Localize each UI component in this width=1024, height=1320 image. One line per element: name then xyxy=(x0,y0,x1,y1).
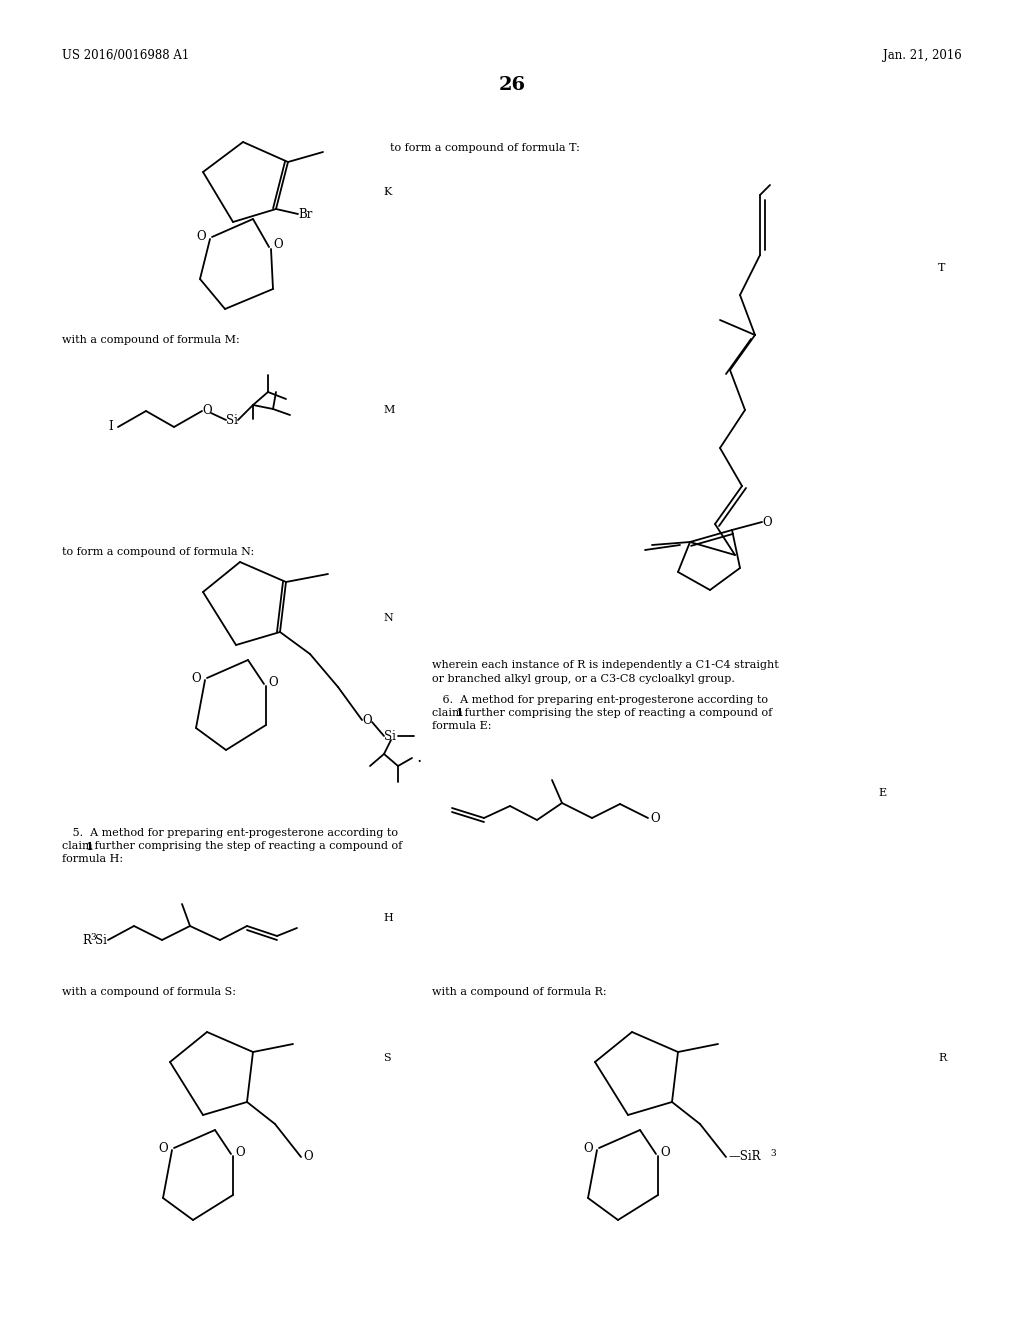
Text: O: O xyxy=(202,404,212,417)
Text: O: O xyxy=(650,812,659,825)
Text: 1: 1 xyxy=(456,708,464,718)
Text: O: O xyxy=(584,1142,593,1155)
Text: O: O xyxy=(362,714,372,726)
Text: wherein each instance of R is independently a C1-C4 straight: wherein each instance of R is independen… xyxy=(432,660,778,671)
Text: 5.  A method for preparing ent-progesterone according to: 5. A method for preparing ent-progestero… xyxy=(62,828,398,838)
Text: K: K xyxy=(383,187,391,197)
Text: with a compound of formula S:: with a compound of formula S: xyxy=(62,987,236,997)
Text: 26: 26 xyxy=(499,77,525,94)
Text: O: O xyxy=(197,231,206,243)
Text: further comprising the step of reacting a compound of: further comprising the step of reacting … xyxy=(461,708,772,718)
Text: H: H xyxy=(383,913,393,923)
Text: Si: Si xyxy=(226,413,238,426)
Text: Br: Br xyxy=(298,207,312,220)
Text: O: O xyxy=(273,239,283,252)
Text: Jan. 21, 2016: Jan. 21, 2016 xyxy=(884,49,962,62)
Text: or branched alkyl group, or a C3-C8 cycloalkyl group.: or branched alkyl group, or a C3-C8 cycl… xyxy=(432,675,735,684)
Text: S: S xyxy=(383,1053,390,1063)
Text: R: R xyxy=(82,933,91,946)
Text: 3: 3 xyxy=(770,1150,775,1159)
Text: claim: claim xyxy=(62,841,96,851)
Text: T: T xyxy=(938,263,945,273)
Text: O: O xyxy=(268,676,278,689)
Text: N: N xyxy=(383,612,393,623)
Text: formula H:: formula H: xyxy=(62,854,123,865)
Text: to form a compound of formula N:: to form a compound of formula N: xyxy=(62,546,254,557)
Text: with a compound of formula M:: with a compound of formula M: xyxy=(62,335,240,345)
Text: O: O xyxy=(234,1146,245,1159)
Text: O: O xyxy=(158,1142,168,1155)
Text: further comprising the step of reacting a compound of: further comprising the step of reacting … xyxy=(91,841,402,851)
Text: .: . xyxy=(416,750,421,767)
Text: with a compound of formula R:: with a compound of formula R: xyxy=(432,987,606,997)
Text: Si: Si xyxy=(95,933,106,946)
Text: Si: Si xyxy=(384,730,396,742)
Text: —SiR: —SiR xyxy=(728,1151,761,1163)
Text: to form a compound of formula T:: to form a compound of formula T: xyxy=(390,143,580,153)
Text: formula E:: formula E: xyxy=(432,721,492,731)
Text: O: O xyxy=(191,672,201,685)
Text: 3: 3 xyxy=(90,932,95,941)
Text: I: I xyxy=(108,421,113,433)
Text: O: O xyxy=(660,1146,670,1159)
Text: M: M xyxy=(383,405,394,414)
Text: 1: 1 xyxy=(86,841,93,851)
Text: O: O xyxy=(303,1151,312,1163)
Text: claim: claim xyxy=(432,708,466,718)
Text: 6.  A method for preparing ent-progesterone according to: 6. A method for preparing ent-progestero… xyxy=(432,696,768,705)
Text: US 2016/0016988 A1: US 2016/0016988 A1 xyxy=(62,49,189,62)
Text: O: O xyxy=(762,516,772,528)
Text: E: E xyxy=(878,788,886,799)
Text: R: R xyxy=(938,1053,946,1063)
